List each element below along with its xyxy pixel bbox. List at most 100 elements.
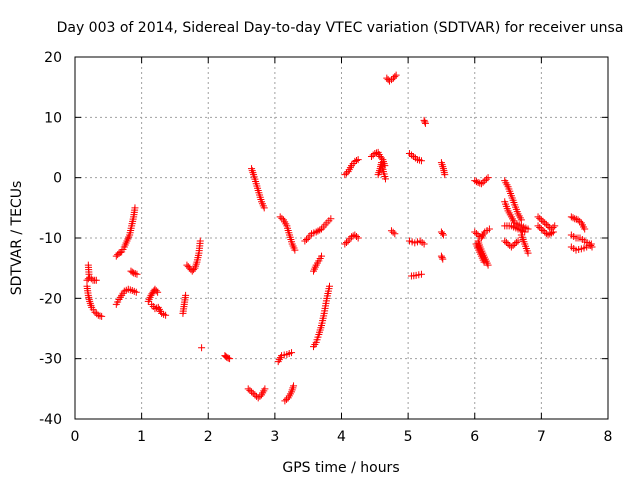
data-point — [571, 215, 579, 223]
data-point — [92, 276, 100, 284]
data-point — [251, 391, 259, 399]
data-point — [534, 213, 542, 221]
data-point — [342, 239, 350, 247]
data-point — [354, 234, 362, 242]
data-point — [342, 169, 350, 177]
data-point — [587, 240, 595, 248]
data-point — [514, 237, 522, 245]
data-point — [352, 156, 360, 164]
data-point — [484, 174, 492, 182]
data-point — [544, 231, 552, 239]
data-point — [303, 236, 311, 244]
data-point — [276, 213, 284, 221]
data-point — [574, 216, 582, 224]
data-point — [417, 270, 425, 278]
data-point — [417, 157, 425, 165]
chart-title: Day 003 of 2014, Sidereal Day-to-day VTE… — [57, 20, 624, 36]
data-point — [542, 229, 550, 237]
data-point — [439, 231, 447, 239]
data-point — [476, 179, 484, 187]
data-point — [391, 230, 399, 238]
data-point — [341, 171, 349, 179]
data-point — [367, 153, 375, 161]
data-point — [278, 214, 286, 222]
data-point — [537, 216, 545, 224]
data-point — [182, 291, 190, 299]
data-point — [314, 227, 322, 235]
data-point — [544, 222, 552, 230]
data-point — [482, 175, 490, 183]
data-point — [371, 150, 379, 158]
data-point — [132, 288, 140, 296]
data-point — [536, 214, 544, 222]
data-point — [351, 157, 359, 165]
data-point — [281, 397, 289, 405]
data-point — [471, 177, 479, 185]
data-point — [341, 240, 349, 248]
data-point — [441, 171, 449, 179]
x-tick-label: 4 — [337, 429, 346, 445]
data-point — [352, 232, 360, 240]
x-tick-label: 5 — [404, 429, 413, 445]
data-point — [539, 226, 547, 234]
data-point — [534, 222, 542, 230]
x-tick-label: 3 — [270, 429, 279, 445]
x-tick-label: 2 — [204, 429, 213, 445]
data-point — [471, 228, 479, 236]
data-point — [511, 240, 519, 248]
data-point — [477, 180, 485, 188]
data-point — [541, 228, 549, 236]
data-point — [94, 311, 102, 319]
data-point — [87, 275, 95, 283]
data-point — [472, 178, 480, 186]
data-point — [539, 217, 547, 225]
data-point — [391, 73, 399, 81]
data-point — [226, 355, 234, 363]
x-tick-label: 8 — [604, 429, 613, 445]
data-point — [567, 213, 575, 221]
data-point — [354, 156, 362, 164]
data-point — [190, 266, 198, 274]
data-point — [283, 395, 291, 403]
data-point — [484, 261, 492, 269]
data-point — [248, 388, 256, 396]
data-point — [246, 386, 254, 394]
data-point — [392, 71, 400, 79]
x-tick-label: 7 — [537, 429, 546, 445]
data-point — [256, 392, 264, 400]
data-point — [548, 229, 556, 237]
data-point — [481, 177, 489, 185]
data-point — [312, 228, 320, 236]
data-point — [152, 287, 160, 295]
data-point — [541, 219, 549, 227]
data-point — [162, 311, 170, 319]
data-point — [549, 228, 557, 236]
data-point — [288, 349, 296, 357]
data-point — [290, 382, 298, 390]
data-point — [537, 225, 545, 233]
data-point — [485, 225, 493, 233]
data-point — [316, 226, 324, 234]
data-point — [521, 228, 529, 236]
data-point — [576, 217, 584, 225]
y-tick-label: 0 — [53, 171, 62, 187]
x-axis-title: GPS time / hours — [282, 460, 399, 476]
data-point — [507, 243, 515, 251]
y-tick-label: -20 — [39, 291, 62, 307]
data-point — [198, 344, 206, 352]
data-point — [224, 354, 232, 362]
data-point — [130, 269, 138, 277]
data-point — [381, 175, 389, 183]
data-point — [524, 225, 532, 233]
data-point — [128, 268, 136, 276]
data-point — [254, 394, 262, 402]
data-point — [437, 252, 445, 260]
data-point — [517, 216, 525, 224]
data-point — [509, 242, 517, 250]
data-point — [502, 239, 510, 247]
data-point — [480, 258, 488, 266]
data-point — [542, 220, 550, 228]
data-point — [327, 215, 335, 223]
data-point — [420, 116, 428, 124]
data-point — [260, 204, 268, 212]
